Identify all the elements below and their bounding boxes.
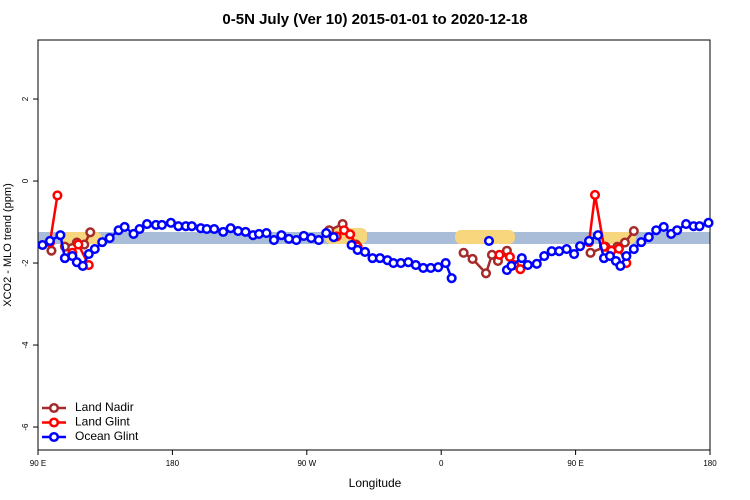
x-tick-label: 0 bbox=[439, 459, 444, 468]
point bbox=[483, 235, 495, 246]
point bbox=[583, 235, 595, 246]
legend-marker bbox=[48, 431, 60, 443]
point bbox=[636, 237, 647, 248]
point bbox=[446, 273, 457, 284]
point bbox=[134, 223, 145, 235]
point bbox=[494, 249, 505, 260]
y-tick-label: -2 bbox=[21, 259, 30, 267]
point bbox=[321, 228, 332, 239]
y-tick-label: -4 bbox=[21, 341, 30, 349]
point bbox=[186, 221, 197, 232]
x-tick-label: 90 E bbox=[30, 459, 46, 468]
x-tick-label: 90 E bbox=[567, 459, 583, 468]
point bbox=[539, 251, 550, 262]
point bbox=[89, 244, 100, 255]
point bbox=[346, 239, 357, 251]
point bbox=[522, 260, 533, 271]
x-tick-label: 90 W bbox=[297, 459, 316, 468]
point bbox=[467, 253, 478, 264]
legend-marker bbox=[48, 417, 60, 428]
point bbox=[359, 246, 371, 258]
point bbox=[46, 245, 57, 256]
point bbox=[261, 228, 272, 239]
point bbox=[44, 235, 55, 246]
point bbox=[592, 230, 604, 241]
point bbox=[433, 262, 444, 273]
point bbox=[589, 189, 601, 201]
point bbox=[703, 217, 714, 228]
legend-label: Land Glint bbox=[75, 415, 130, 429]
point bbox=[156, 219, 167, 230]
point bbox=[561, 244, 572, 255]
point bbox=[73, 239, 84, 250]
point bbox=[569, 248, 580, 260]
point bbox=[328, 232, 339, 243]
point bbox=[628, 244, 639, 255]
y-axis-label: XCO2 - MLO trend (ppm) bbox=[2, 183, 14, 306]
point bbox=[218, 226, 229, 237]
point bbox=[83, 248, 94, 260]
point bbox=[575, 241, 586, 252]
y-tick-label: 2 bbox=[21, 96, 30, 101]
point bbox=[613, 243, 624, 254]
point bbox=[694, 221, 705, 232]
point bbox=[672, 225, 683, 236]
chart-title: 0-5N July (Ver 10) 2015-01-01 to 2020-12… bbox=[222, 11, 527, 28]
point bbox=[658, 221, 669, 233]
reference-band bbox=[38, 232, 710, 244]
legend-label: Land Nadir bbox=[75, 400, 134, 414]
point bbox=[141, 219, 153, 230]
point bbox=[516, 253, 527, 264]
point bbox=[585, 247, 596, 258]
x-tick-label: 180 bbox=[703, 459, 717, 468]
point bbox=[604, 251, 615, 262]
point bbox=[615, 260, 626, 271]
point bbox=[619, 237, 630, 248]
legend-marker bbox=[48, 402, 60, 414]
point bbox=[440, 257, 451, 269]
point bbox=[621, 251, 632, 262]
point bbox=[345, 229, 356, 240]
point bbox=[276, 230, 287, 241]
legend-label: Ocean Glint bbox=[75, 429, 139, 443]
point bbox=[313, 235, 324, 246]
point bbox=[480, 268, 492, 279]
point bbox=[97, 237, 108, 248]
x-axis-label: Longitude bbox=[349, 476, 402, 490]
point bbox=[55, 230, 66, 241]
point bbox=[37, 239, 48, 251]
point bbox=[506, 260, 517, 271]
point bbox=[504, 251, 515, 262]
point bbox=[268, 235, 279, 246]
point bbox=[531, 258, 542, 269]
y-tick-label: 0 bbox=[21, 178, 30, 183]
point bbox=[77, 260, 88, 271]
x-tick-label: 180 bbox=[166, 459, 180, 468]
point bbox=[291, 235, 302, 246]
y-tick-label: -6 bbox=[21, 423, 30, 431]
point bbox=[628, 226, 639, 237]
point bbox=[119, 221, 130, 233]
point bbox=[128, 228, 139, 239]
point bbox=[458, 247, 469, 258]
point bbox=[209, 223, 220, 235]
point bbox=[104, 232, 115, 244]
point bbox=[515, 264, 526, 275]
point bbox=[643, 232, 654, 243]
point bbox=[52, 190, 63, 201]
point bbox=[85, 227, 96, 238]
